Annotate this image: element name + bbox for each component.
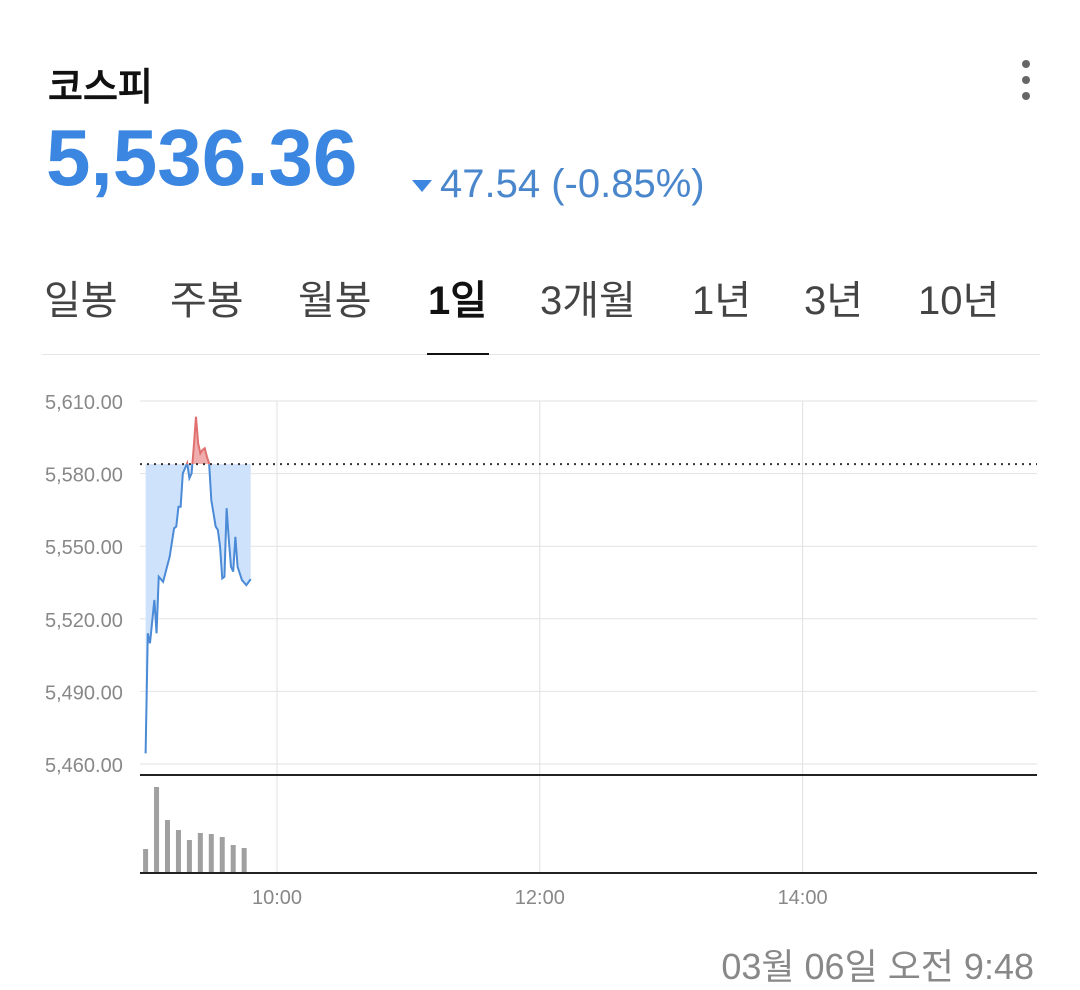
price-change: 47.54 (-0.85%) [412, 162, 705, 207]
tab-1day[interactable]: 1일 [428, 279, 488, 323]
tab-weekly[interactable]: 주봉 [170, 279, 244, 323]
volume-bar [219, 837, 225, 872]
y-tick-label: 5,580.00 [45, 465, 123, 487]
tab-daily[interactable]: 일봉 [44, 279, 118, 323]
x-tick-label: 14:00 [778, 887, 828, 909]
tab-1year[interactable]: 1년 [692, 279, 752, 323]
below-close-fill [145, 464, 251, 754]
above-close-fill [186, 416, 210, 465]
x-tick-label: 12:00 [515, 887, 565, 909]
more-vertical-icon[interactable] [1012, 60, 1040, 100]
y-tick-label: 5,460.00 [45, 755, 123, 777]
volume-bar [175, 830, 181, 872]
y-tick-label: 5,520.00 [45, 610, 123, 632]
volume-bar [241, 848, 247, 872]
change-value: 47.54 (-0.85%) [440, 162, 705, 206]
volume-bar [208, 834, 214, 872]
volume-bar [230, 845, 236, 872]
current-price: 5,536.36 [46, 113, 358, 202]
volume-bar [197, 833, 203, 872]
price-line [144, 464, 252, 754]
active-tab-indicator [427, 353, 489, 355]
tab-monthly[interactable]: 월봉 [298, 279, 372, 323]
volume-bar [154, 787, 160, 872]
x-tick-label: 10:00 [252, 887, 302, 909]
volume-bar [186, 840, 192, 872]
y-tick-label: 5,490.00 [45, 682, 123, 704]
timestamp: 03월 06일 오전 9:48 [721, 946, 1034, 987]
volume-bar [143, 849, 149, 872]
volume-bar [165, 820, 170, 872]
period-tabs: 일봉 주봉 월봉 1일 3개월 1년 3년 10년 [42, 262, 1040, 355]
tab-10year[interactable]: 10년 [918, 279, 1000, 323]
tab-3year[interactable]: 3년 [804, 279, 864, 323]
down-triangle-icon [412, 180, 432, 193]
y-tick-label: 5,550.00 [45, 537, 123, 559]
tab-3month[interactable]: 3개월 [540, 279, 636, 323]
price-line-up [185, 416, 211, 465]
y-tick-label: 5,610.00 [45, 392, 123, 414]
index-title: 코스피 [48, 65, 153, 109]
